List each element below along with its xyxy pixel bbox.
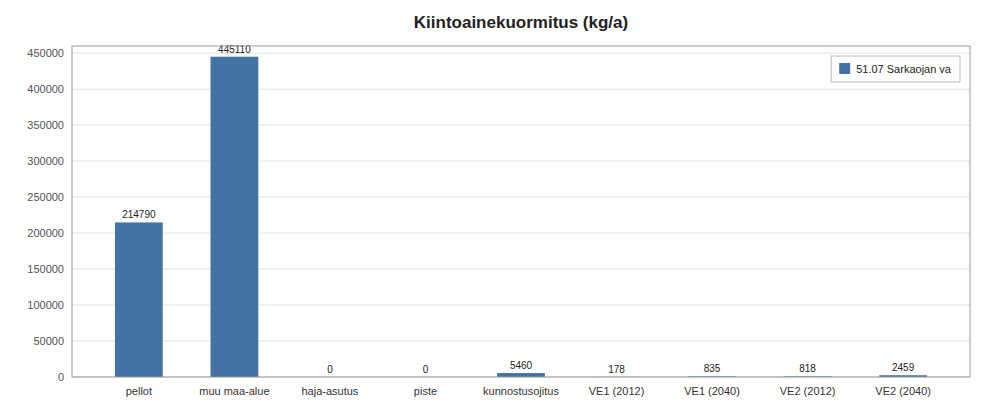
x-tick-label: kunnostusojitus [483, 385, 559, 397]
x-tick-label: VE2 (2040) [875, 385, 931, 397]
bars [115, 57, 927, 377]
data-label: 0 [327, 364, 333, 375]
x-tick-label: muu maa-alue [199, 385, 269, 397]
y-tick-label: 450000 [27, 47, 64, 59]
bar [211, 57, 259, 377]
data-label: 818 [799, 363, 816, 374]
y-tick-label: 350000 [27, 119, 64, 131]
grid-line [72, 197, 970, 198]
grid-line [72, 161, 970, 162]
data-label: 835 [704, 363, 721, 374]
y-tick-label: 50000 [33, 335, 64, 347]
y-tick-label: 100000 [27, 299, 64, 311]
data-label: 5460 [510, 360, 533, 371]
bar [497, 373, 545, 377]
y-tick-label: 400000 [27, 83, 64, 95]
data-label: 2459 [892, 362, 915, 373]
y-tick-label: 0 [58, 371, 64, 383]
legend-label: 51.07 Sarkaojan va [856, 63, 952, 75]
data-label: 0 [423, 364, 429, 375]
y-tick-label: 150000 [27, 263, 64, 275]
y-tick-label: 200000 [27, 227, 64, 239]
chart-container: Kiintoainekuormitus (kg/a) 0 50000 100000 15… [0, 0, 984, 413]
grid-line [72, 341, 970, 342]
x-tick-label: pellot [126, 385, 152, 397]
grid-line [72, 53, 970, 54]
data-label: 445110 [218, 44, 251, 55]
y-tick-label: 300000 [27, 155, 64, 167]
grid-line [72, 233, 970, 234]
grid [72, 53, 970, 377]
x-tick-label: haja-asutus [301, 385, 358, 397]
legend-box [831, 56, 960, 82]
data-label: 214790 [122, 209, 156, 220]
data-label: 178 [608, 364, 625, 375]
title: Kiintoainekuormitus (kg/a) [414, 13, 628, 32]
x-tick-label: VE1 (2012) [589, 385, 645, 397]
x-tick-label: VE1 (2040) [684, 385, 740, 397]
legend: 51.07 Sarkaojan va [831, 56, 960, 82]
grid-line [72, 125, 970, 126]
x-tick-label: VE2 (2012) [780, 385, 836, 397]
grid-line [72, 269, 970, 270]
data-labels: 214790 445110 0 0 5460 178 835 818 2459 [122, 44, 915, 375]
y-tick-label: 250000 [27, 191, 64, 203]
plot-area [72, 46, 970, 377]
legend-swatch [839, 63, 850, 74]
grid-line [72, 89, 970, 90]
bar [115, 222, 163, 377]
x-tick-label: piste [414, 385, 437, 397]
chart: Kiintoainekuormitus (kg/a) 0 50000 100000 15… [0, 0, 984, 413]
grid-line [72, 305, 970, 306]
plot-frame [72, 46, 970, 377]
